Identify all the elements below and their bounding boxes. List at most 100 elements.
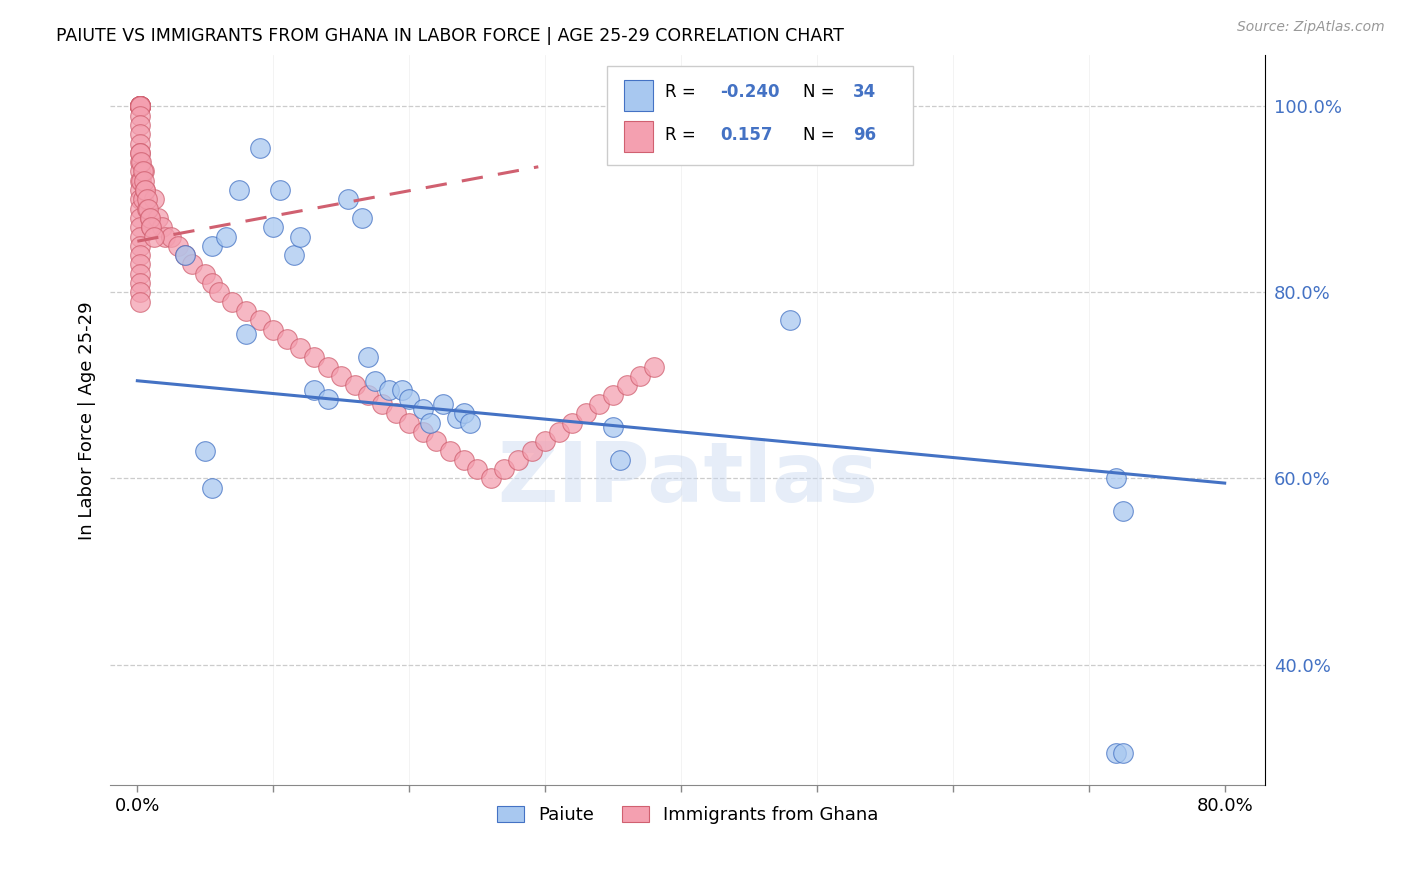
- Paiute: [779, 313, 801, 327]
- Paiute: [609, 453, 631, 467]
- Immigrants from Ghana: [302, 351, 325, 365]
- Paiute: [201, 481, 224, 495]
- Immigrants from Ghana: [129, 99, 152, 113]
- Immigrants from Ghana: [129, 248, 152, 262]
- Text: R =: R =: [665, 127, 700, 145]
- Paiute: [602, 420, 624, 434]
- Text: 34: 34: [853, 83, 876, 101]
- Paiute: [269, 183, 291, 197]
- Text: R =: R =: [665, 83, 700, 101]
- Immigrants from Ghana: [398, 416, 420, 430]
- Immigrants from Ghana: [425, 434, 447, 449]
- Immigrants from Ghana: [384, 406, 406, 420]
- Immigrants from Ghana: [129, 202, 152, 216]
- Immigrants from Ghana: [194, 267, 217, 281]
- Immigrants from Ghana: [330, 369, 353, 384]
- Immigrants from Ghana: [290, 341, 312, 355]
- Paiute: [412, 401, 434, 416]
- Immigrants from Ghana: [132, 192, 155, 206]
- Immigrants from Ghana: [129, 99, 152, 113]
- Immigrants from Ghana: [316, 359, 339, 374]
- Immigrants from Ghana: [129, 267, 152, 281]
- Immigrants from Ghana: [129, 109, 152, 123]
- Bar: [624, 80, 654, 111]
- Paiute: [460, 416, 482, 430]
- Paiute: [201, 239, 224, 253]
- Text: 0.157: 0.157: [720, 127, 773, 145]
- Immigrants from Ghana: [129, 136, 152, 151]
- Immigrants from Ghana: [129, 99, 152, 113]
- Paiute: [1105, 746, 1128, 760]
- Immigrants from Ghana: [371, 397, 394, 411]
- Immigrants from Ghana: [235, 304, 257, 318]
- Paiute: [1112, 504, 1135, 518]
- Immigrants from Ghana: [561, 416, 583, 430]
- Immigrants from Ghana: [465, 462, 488, 476]
- Immigrants from Ghana: [129, 211, 152, 225]
- Immigrants from Ghana: [135, 202, 157, 216]
- Immigrants from Ghana: [129, 99, 152, 113]
- Immigrants from Ghana: [129, 99, 152, 113]
- Immigrants from Ghana: [129, 145, 152, 160]
- Immigrants from Ghana: [201, 276, 224, 290]
- Immigrants from Ghana: [138, 211, 160, 225]
- Immigrants from Ghana: [129, 174, 152, 188]
- Immigrants from Ghana: [146, 211, 169, 225]
- Immigrants from Ghana: [453, 453, 475, 467]
- Immigrants from Ghana: [129, 99, 152, 113]
- Immigrants from Ghana: [276, 332, 298, 346]
- Y-axis label: In Labor Force | Age 25-29: In Labor Force | Age 25-29: [79, 301, 96, 540]
- Immigrants from Ghana: [479, 471, 502, 485]
- Paiute: [378, 383, 401, 397]
- Immigrants from Ghana: [129, 99, 152, 113]
- Immigrants from Ghana: [221, 294, 243, 309]
- Immigrants from Ghana: [129, 118, 152, 132]
- Immigrants from Ghana: [129, 155, 152, 169]
- Immigrants from Ghana: [439, 443, 461, 458]
- Immigrants from Ghana: [129, 145, 152, 160]
- Immigrants from Ghana: [129, 239, 152, 253]
- Paiute: [419, 416, 441, 430]
- Immigrants from Ghana: [139, 220, 162, 235]
- Immigrants from Ghana: [129, 257, 152, 271]
- Immigrants from Ghana: [343, 378, 366, 392]
- Paiute: [1112, 746, 1135, 760]
- Immigrants from Ghana: [134, 183, 156, 197]
- Paiute: [235, 327, 257, 342]
- Immigrants from Ghana: [547, 425, 569, 439]
- Paiute: [262, 220, 284, 235]
- Immigrants from Ghana: [129, 229, 152, 244]
- Immigrants from Ghana: [534, 434, 557, 449]
- Immigrants from Ghana: [208, 285, 231, 300]
- Immigrants from Ghana: [153, 229, 176, 244]
- Paiute: [453, 406, 475, 420]
- Text: N =: N =: [803, 83, 841, 101]
- Immigrants from Ghana: [129, 276, 152, 290]
- Immigrants from Ghana: [139, 220, 162, 235]
- Immigrants from Ghana: [129, 220, 152, 235]
- Text: ZIPatlas: ZIPatlas: [498, 438, 879, 519]
- Paiute: [432, 397, 454, 411]
- Text: Source: ZipAtlas.com: Source: ZipAtlas.com: [1237, 20, 1385, 34]
- Immigrants from Ghana: [412, 425, 434, 439]
- Immigrants from Ghana: [142, 192, 165, 206]
- Paiute: [350, 211, 373, 225]
- Immigrants from Ghana: [134, 183, 156, 197]
- FancyBboxPatch shape: [607, 66, 912, 165]
- Immigrants from Ghana: [129, 99, 152, 113]
- Immigrants from Ghana: [616, 378, 638, 392]
- Text: PAIUTE VS IMMIGRANTS FROM GHANA IN LABOR FORCE | AGE 25-29 CORRELATION CHART: PAIUTE VS IMMIGRANTS FROM GHANA IN LABOR…: [56, 27, 844, 45]
- Paiute: [290, 229, 312, 244]
- Immigrants from Ghana: [136, 202, 159, 216]
- Immigrants from Ghana: [131, 155, 153, 169]
- Immigrants from Ghana: [134, 164, 156, 178]
- Immigrants from Ghana: [160, 229, 183, 244]
- Immigrants from Ghana: [249, 313, 271, 327]
- Immigrants from Ghana: [174, 248, 197, 262]
- Immigrants from Ghana: [129, 99, 152, 113]
- Immigrants from Ghana: [602, 388, 624, 402]
- Paiute: [194, 443, 217, 458]
- Paiute: [249, 141, 271, 155]
- Immigrants from Ghana: [494, 462, 516, 476]
- Immigrants from Ghana: [150, 220, 173, 235]
